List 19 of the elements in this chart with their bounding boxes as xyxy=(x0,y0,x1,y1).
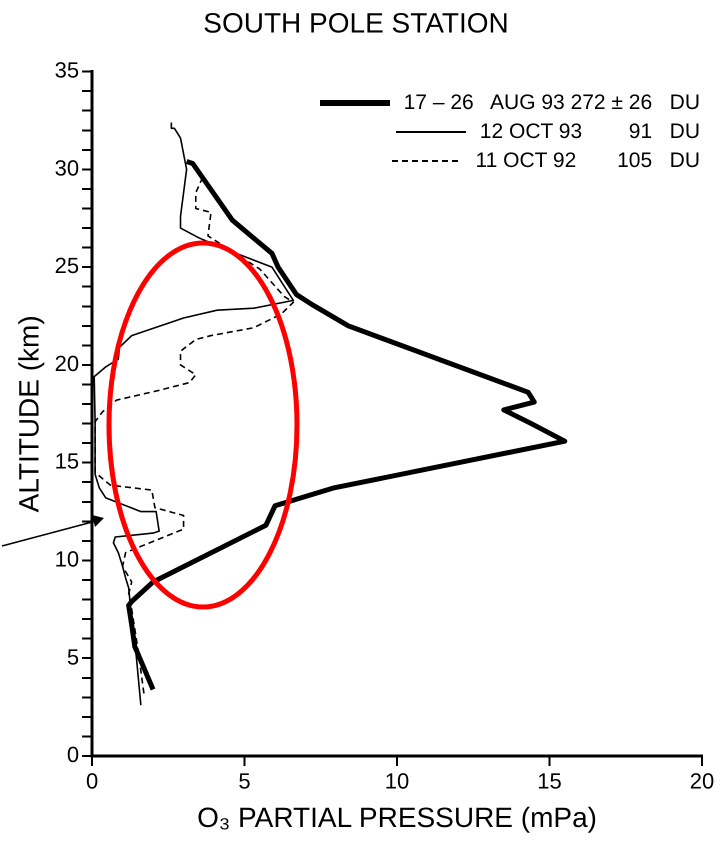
legend-label: 17 – 26 AUG 93 272 ± 26 DU xyxy=(404,90,700,116)
x-tick-label: 5 xyxy=(238,768,251,794)
y-tick-label: 15 xyxy=(54,448,80,474)
x-tick-label: 0 xyxy=(86,768,98,794)
x-tick-label: 15 xyxy=(537,768,562,794)
x-tick-label: 10 xyxy=(384,768,410,794)
y-tick-label: 5 xyxy=(66,644,80,670)
legend-label: 11 OCT 92 105 DU xyxy=(476,148,700,174)
x-tick-label: 20 xyxy=(690,768,714,794)
legend-label: 12 OCT 93 91 DU xyxy=(480,119,700,145)
y-tick-label: 10 xyxy=(54,546,80,572)
y-tick-label: 25 xyxy=(54,253,80,278)
y-tick-label: 20 xyxy=(54,350,80,376)
chart-title: SOUTH POLE STATION xyxy=(203,8,509,39)
y-tick-label: 35 xyxy=(54,58,80,83)
y-tick-label: 30 xyxy=(54,155,80,180)
x-axis-title: O₃ PARTIAL PRESSURE (mPa) xyxy=(197,802,597,833)
y-axis-title: ALTITUDE (km) xyxy=(14,315,45,512)
y-tick-label: 0 xyxy=(66,742,80,768)
